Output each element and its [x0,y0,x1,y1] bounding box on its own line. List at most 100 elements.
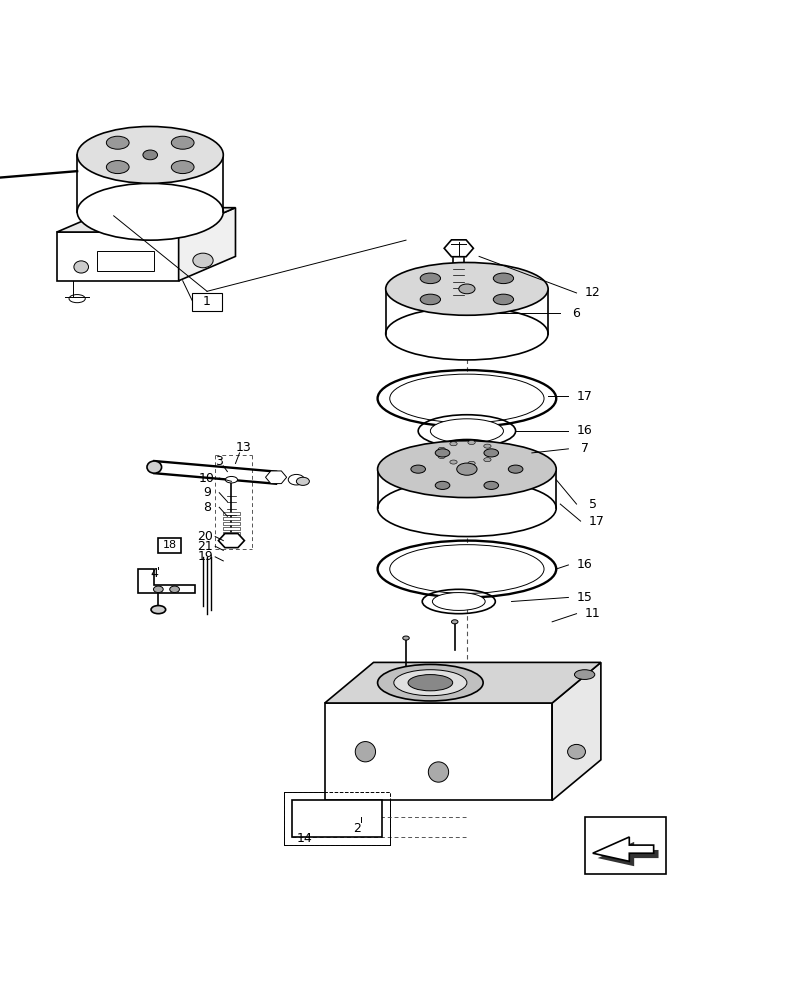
Ellipse shape [377,441,556,498]
Ellipse shape [456,463,476,475]
Polygon shape [551,662,600,800]
Bar [192,293,221,311]
Ellipse shape [483,481,498,489]
Text: 15: 15 [576,591,592,604]
Bar [284,792,389,845]
Ellipse shape [143,150,157,160]
Polygon shape [218,534,244,548]
Ellipse shape [192,253,212,268]
Ellipse shape [419,273,440,284]
Polygon shape [223,537,239,540]
Ellipse shape [171,136,194,149]
Ellipse shape [389,545,543,593]
Ellipse shape [451,620,457,624]
Text: 13: 13 [235,441,251,454]
Ellipse shape [106,136,129,149]
Ellipse shape [567,744,585,759]
Ellipse shape [77,183,223,240]
Polygon shape [57,232,178,281]
Ellipse shape [377,664,483,701]
Bar [158,538,181,553]
Text: 7: 7 [580,442,588,455]
Bar [584,817,665,874]
Ellipse shape [436,442,496,464]
Ellipse shape [467,461,474,465]
Ellipse shape [574,670,594,679]
Ellipse shape [450,447,483,459]
Text: 10: 10 [199,472,215,485]
Ellipse shape [431,593,484,610]
Polygon shape [223,527,239,530]
Text: 17: 17 [576,390,592,403]
Ellipse shape [449,442,457,446]
Ellipse shape [389,374,543,423]
Ellipse shape [419,294,440,305]
Ellipse shape [377,480,556,537]
Ellipse shape [437,454,444,459]
Ellipse shape [508,465,522,473]
Ellipse shape [147,461,161,473]
Text: 8: 8 [203,501,211,514]
Text: 11: 11 [584,607,600,620]
Text: 4: 4 [150,567,158,580]
Ellipse shape [483,449,498,457]
Text: 9: 9 [203,486,211,499]
Ellipse shape [467,440,474,445]
Ellipse shape [483,444,491,448]
Ellipse shape [407,675,453,691]
Polygon shape [223,512,239,515]
Text: 2: 2 [353,822,361,835]
Bar [284,792,389,845]
Ellipse shape [458,284,474,294]
Polygon shape [223,522,239,525]
Ellipse shape [385,262,547,315]
Ellipse shape [483,458,491,462]
Polygon shape [223,532,239,535]
Ellipse shape [296,477,309,485]
Ellipse shape [492,294,513,305]
Polygon shape [138,569,195,593]
Text: 19: 19 [197,550,213,563]
Polygon shape [178,208,235,281]
Polygon shape [592,837,653,861]
Text: 3: 3 [215,455,223,468]
Polygon shape [265,471,286,484]
Ellipse shape [385,307,547,360]
Ellipse shape [402,636,409,640]
Text: 18: 18 [162,540,177,550]
Text: 5: 5 [588,498,596,511]
Ellipse shape [492,273,513,284]
Polygon shape [223,517,239,520]
Text: 12: 12 [584,286,600,299]
Text: 20: 20 [197,530,213,543]
Ellipse shape [169,586,179,593]
Polygon shape [597,842,658,866]
Ellipse shape [106,161,129,174]
Polygon shape [444,240,473,257]
Ellipse shape [449,460,457,464]
Ellipse shape [225,476,237,483]
Bar [97,251,154,271]
Ellipse shape [435,481,449,489]
Ellipse shape [171,161,194,174]
Text: 17: 17 [588,515,604,528]
Ellipse shape [77,126,223,183]
Ellipse shape [153,586,163,593]
Ellipse shape [393,670,466,696]
Ellipse shape [437,447,444,451]
Text: 6: 6 [572,307,580,320]
Polygon shape [324,662,600,703]
Bar [292,800,381,837]
Text: 16: 16 [576,558,592,571]
Polygon shape [324,703,551,800]
Polygon shape [453,301,464,307]
Ellipse shape [430,419,503,443]
Text: 21: 21 [197,540,213,553]
Text: 16: 16 [576,424,592,437]
Ellipse shape [435,449,449,457]
Ellipse shape [74,261,88,273]
Text: 1: 1 [203,295,211,308]
Text: 14: 14 [296,832,312,845]
Ellipse shape [410,465,425,473]
Ellipse shape [355,742,375,762]
